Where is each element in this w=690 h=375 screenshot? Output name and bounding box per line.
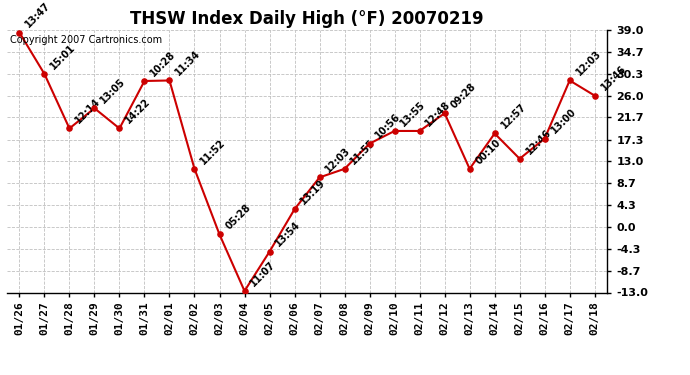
- Text: 13:55: 13:55: [399, 99, 428, 128]
- Point: [514, 156, 525, 162]
- Text: 12:03: 12:03: [574, 49, 603, 78]
- Text: 12:48: 12:48: [424, 99, 453, 128]
- Text: 12:46: 12:46: [524, 127, 553, 156]
- Text: 13:05: 13:05: [99, 76, 128, 105]
- Point: [414, 128, 425, 134]
- Point: [289, 206, 300, 212]
- Point: [239, 288, 250, 294]
- Text: 10:28: 10:28: [148, 49, 178, 78]
- Point: [164, 78, 175, 84]
- Text: 13:00: 13:00: [549, 107, 578, 136]
- Point: [489, 130, 500, 136]
- Text: 00:10: 00:10: [474, 137, 503, 166]
- Point: [89, 105, 100, 111]
- Text: 12:57: 12:57: [499, 102, 528, 131]
- Point: [264, 249, 275, 255]
- Point: [589, 93, 600, 99]
- Point: [14, 30, 25, 36]
- Point: [139, 78, 150, 84]
- Text: 13:54: 13:54: [274, 220, 303, 249]
- Point: [564, 78, 575, 84]
- Point: [439, 110, 450, 116]
- Point: [364, 141, 375, 147]
- Text: 11:52: 11:52: [199, 137, 228, 166]
- Point: [39, 71, 50, 77]
- Point: [114, 125, 125, 132]
- Text: 09:28: 09:28: [448, 81, 478, 111]
- Text: 15:01: 15:01: [48, 42, 77, 71]
- Text: 12:14: 12:14: [74, 97, 103, 126]
- Point: [389, 128, 400, 134]
- Text: 13:47: 13:47: [23, 1, 52, 30]
- Text: 10:56: 10:56: [374, 112, 403, 141]
- Text: 13:46: 13:46: [599, 64, 628, 93]
- Text: 11:07: 11:07: [248, 259, 277, 288]
- Text: 05:28: 05:28: [224, 202, 253, 232]
- Text: Copyright 2007 Cartronics.com: Copyright 2007 Cartronics.com: [10, 35, 162, 45]
- Point: [464, 166, 475, 172]
- Point: [339, 166, 350, 172]
- Text: 14:22: 14:22: [124, 97, 152, 126]
- Point: [539, 135, 550, 141]
- Title: THSW Index Daily High (°F) 20070219: THSW Index Daily High (°F) 20070219: [130, 10, 484, 28]
- Point: [64, 125, 75, 132]
- Point: [214, 231, 225, 237]
- Point: [314, 174, 325, 180]
- Text: 11:34: 11:34: [174, 49, 203, 78]
- Text: 13:19: 13:19: [299, 177, 328, 206]
- Text: 11:55: 11:55: [348, 137, 377, 166]
- Text: 12:03: 12:03: [324, 146, 353, 175]
- Point: [189, 166, 200, 172]
